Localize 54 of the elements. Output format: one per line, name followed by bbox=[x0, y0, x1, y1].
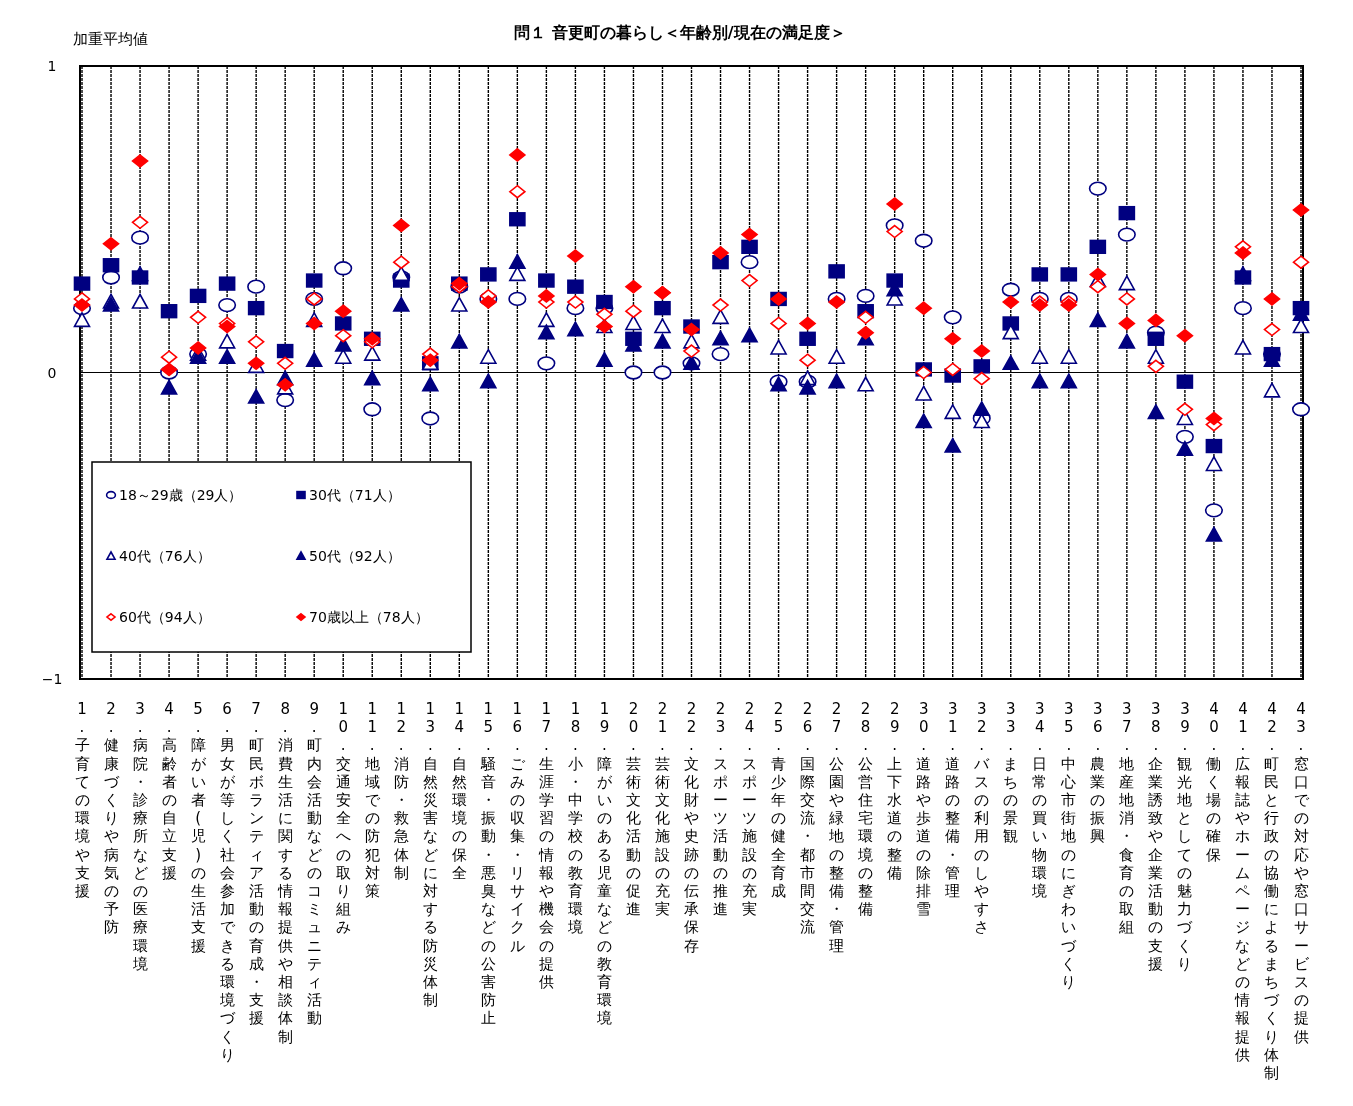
category-label: 8.消費生活に関する情報提供や相談体制 bbox=[277, 700, 293, 1046]
y-tick-label: 0 bbox=[47, 364, 57, 381]
legend-label: 40代（76人） bbox=[119, 548, 211, 564]
category-label: 3.病院・診療所などの医療環境 bbox=[132, 700, 148, 973]
category-label: 7.町民ボランティア活動の育成・支援 bbox=[248, 700, 264, 1028]
category-label: 10.交通安全への取り組み bbox=[335, 700, 351, 937]
category-label: 14.自然環境の保全 bbox=[451, 700, 467, 882]
legend-label: 18～29歳（29人） bbox=[119, 487, 243, 503]
category-label: 4.高齢者の自立支援 bbox=[161, 700, 177, 882]
category-label: 43.窓口での対応や窓口サービスの提供 bbox=[1293, 700, 1309, 1046]
chart-title: 問１ 音更町の暮らし＜年齢別/現在の満足度＞ bbox=[514, 23, 846, 42]
category-label: 17.生涯学習の情報や機会の提供 bbox=[538, 700, 554, 991]
category-label: 6.男女が等しく社会参加できる環境づくり bbox=[219, 700, 235, 1064]
category-label: 29.上下水道の整備 bbox=[887, 700, 903, 882]
category-label: 1.子育ての環境や支援 bbox=[74, 700, 90, 900]
category-label: 39.観光地としての魅力づくり bbox=[1177, 700, 1193, 973]
x-tick-label: 33.まちの景観 bbox=[1003, 700, 1019, 846]
legend-label: 50代（92人） bbox=[309, 548, 401, 564]
category-label: 31.道路の整備・管理 bbox=[945, 700, 961, 900]
legend-label: 70歳以上（78人） bbox=[309, 609, 429, 625]
legend-label: 60代（94人） bbox=[119, 609, 211, 625]
category-label: 30.道路や歩道の除排雪 bbox=[916, 700, 932, 919]
category-label: 35.中心市街地のにぎわいづくり bbox=[1061, 700, 1077, 991]
category-label: 41.広報誌やホームページなどの情報提供 bbox=[1235, 700, 1251, 1064]
x-tick-label: 36.農業の振興 bbox=[1090, 700, 1106, 846]
category-label: 28.公営住宅環境の整備 bbox=[858, 700, 874, 919]
category-label: 38.企業誘致や企業活動の支援 bbox=[1148, 700, 1164, 973]
category-label: 9.町内会活動などのコミュニティ活動 bbox=[306, 700, 322, 1028]
category-label: 12.消防・救急体制 bbox=[393, 700, 409, 882]
category-label: 5.障がい者(児)の生活支援 bbox=[190, 700, 206, 955]
category-label: 21.芸術文化施設の充実 bbox=[654, 700, 670, 919]
category-label: 23.スポーツ活動の推進 bbox=[713, 700, 729, 919]
category-label: 18.小・中学校の教育環境 bbox=[567, 700, 583, 937]
category-label: 34.日常の買い物環境 bbox=[1032, 700, 1048, 900]
legend-label: 30代（71人） bbox=[309, 487, 401, 503]
category-label: 25.青少年の健全育成 bbox=[771, 700, 787, 900]
y-axis-title: 加重平均値 bbox=[72, 30, 148, 48]
category-label: 15.騒音・振動・悪臭などの公害防止 bbox=[480, 700, 496, 1028]
category-label: 20.芸術文化活動の促進 bbox=[625, 700, 641, 919]
category-label: 26.国際交流・都市間交流 bbox=[800, 700, 816, 937]
category-label: 13.自然災害などに対する防災体制 bbox=[422, 700, 438, 1010]
y-tick-label: −1 bbox=[41, 671, 63, 687]
category-label: 32.バスの利用のしやすさ bbox=[974, 700, 990, 937]
category-label: 24.スポーツ施設の充実 bbox=[742, 700, 758, 919]
category-label: 16.ごみの収集・リサイクル bbox=[509, 700, 525, 955]
category-label: 42.町民と行政の協働によるまちづくり体制 bbox=[1264, 700, 1280, 1082]
category-label: 27.公園や緑地の整備・管理 bbox=[829, 700, 845, 955]
category-label: 40.働く場の確保 bbox=[1206, 700, 1222, 864]
category-label: 19.障がいのある児童などの教育環境 bbox=[596, 700, 612, 1028]
y-tick-label: 1 bbox=[47, 58, 57, 74]
category-label: 37.地産地消・食育の取組 bbox=[1119, 700, 1135, 937]
category-label: 2.健康づくりや病気の予防 bbox=[103, 700, 119, 937]
category-label: 11.地域での防犯対策 bbox=[364, 700, 380, 900]
category-label: 22.文化財や史跡の伝承保存 bbox=[684, 700, 699, 955]
